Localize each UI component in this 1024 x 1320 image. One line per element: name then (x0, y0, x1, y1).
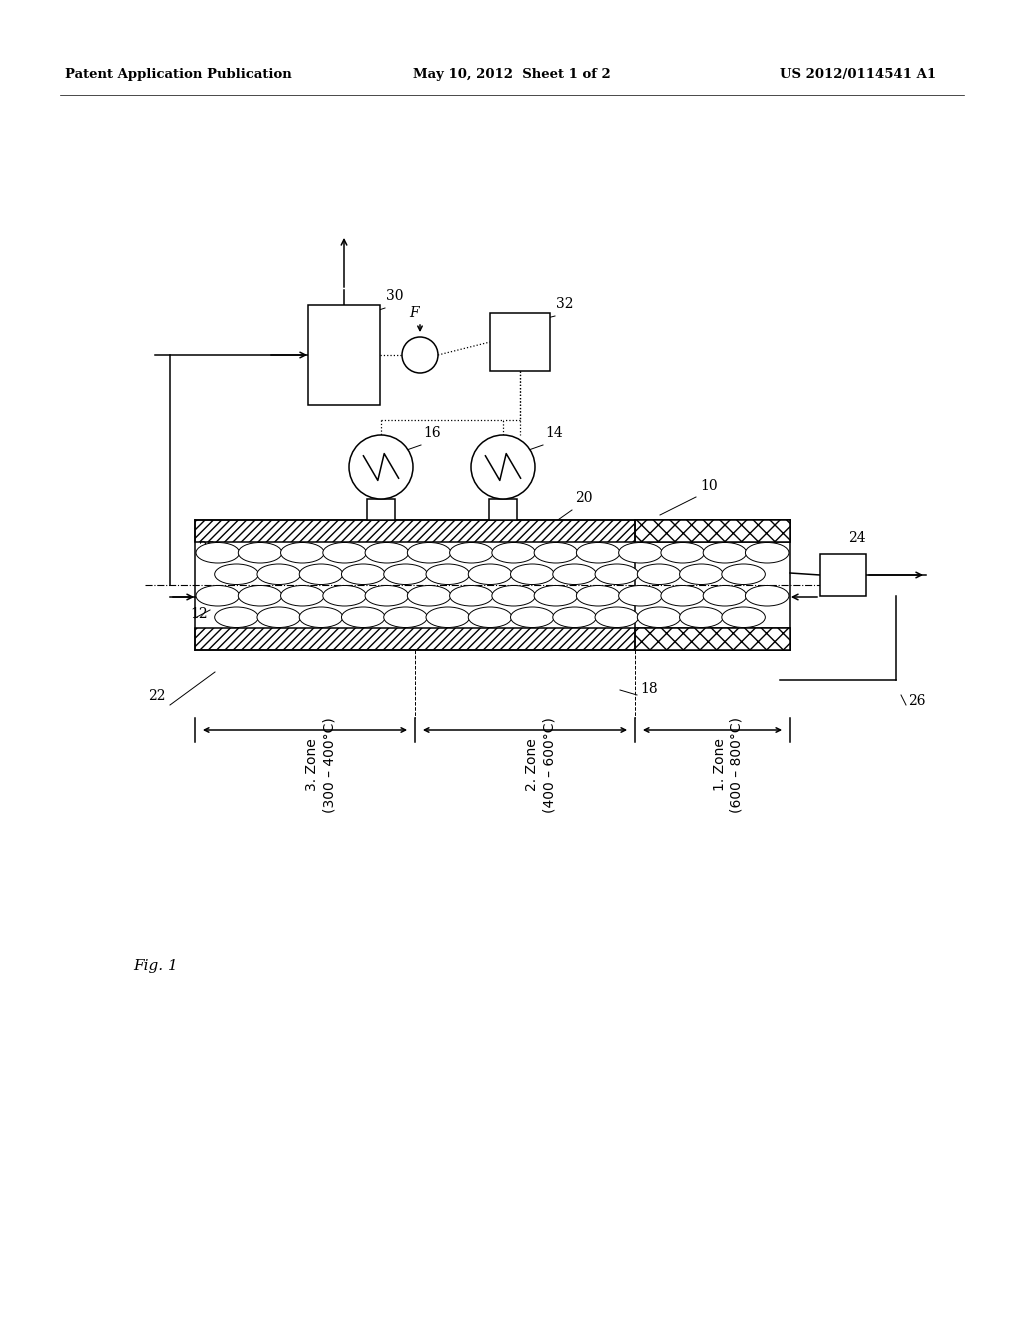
Ellipse shape (577, 543, 620, 564)
Ellipse shape (553, 564, 596, 585)
Text: 2. Zone
(400 – 600°C): 2. Zone (400 – 600°C) (525, 717, 556, 813)
Text: F: F (410, 306, 419, 319)
Text: 10: 10 (700, 479, 718, 492)
Text: Patent Application Publication: Patent Application Publication (65, 69, 292, 81)
Ellipse shape (595, 607, 639, 627)
Ellipse shape (323, 543, 367, 564)
Bar (195, 628, 790, 649)
Text: 14: 14 (545, 426, 563, 440)
Ellipse shape (366, 543, 409, 564)
Ellipse shape (281, 543, 324, 564)
Ellipse shape (257, 607, 300, 627)
Ellipse shape (660, 586, 705, 606)
Ellipse shape (703, 586, 746, 606)
Text: 26: 26 (908, 694, 926, 708)
Ellipse shape (323, 586, 367, 606)
Ellipse shape (680, 564, 723, 585)
Ellipse shape (341, 564, 385, 585)
Circle shape (471, 436, 535, 499)
Ellipse shape (492, 543, 536, 564)
Text: 28: 28 (198, 541, 215, 554)
Bar (490, 313, 550, 371)
Ellipse shape (215, 607, 258, 627)
Text: 16: 16 (423, 426, 440, 440)
Ellipse shape (745, 586, 788, 606)
Ellipse shape (553, 607, 596, 627)
Ellipse shape (660, 543, 705, 564)
Ellipse shape (535, 543, 578, 564)
Ellipse shape (215, 564, 258, 585)
Text: US 2012/0114541 A1: US 2012/0114541 A1 (780, 69, 936, 81)
Bar (635, 520, 790, 543)
Ellipse shape (239, 543, 282, 564)
Ellipse shape (492, 586, 536, 606)
Circle shape (349, 436, 413, 499)
Ellipse shape (299, 607, 343, 627)
Ellipse shape (535, 586, 578, 606)
Ellipse shape (637, 607, 681, 627)
Ellipse shape (450, 543, 494, 564)
Bar (195, 520, 790, 543)
Bar (308, 305, 380, 405)
Ellipse shape (680, 607, 723, 627)
Ellipse shape (408, 543, 451, 564)
Text: May 10, 2012  Sheet 1 of 2: May 10, 2012 Sheet 1 of 2 (413, 69, 611, 81)
Bar (489, 499, 517, 520)
Ellipse shape (384, 607, 427, 627)
Ellipse shape (468, 564, 512, 585)
Ellipse shape (595, 564, 639, 585)
Ellipse shape (408, 586, 451, 606)
Ellipse shape (384, 564, 427, 585)
Text: 22: 22 (148, 689, 166, 704)
Ellipse shape (618, 586, 663, 606)
Ellipse shape (618, 543, 663, 564)
Text: 24: 24 (848, 531, 865, 545)
Ellipse shape (426, 564, 470, 585)
Text: 20: 20 (575, 491, 593, 506)
Ellipse shape (257, 564, 300, 585)
Ellipse shape (745, 543, 788, 564)
Ellipse shape (637, 564, 681, 585)
Text: 18: 18 (640, 682, 657, 696)
Text: 32: 32 (556, 297, 573, 312)
Ellipse shape (468, 607, 512, 627)
Ellipse shape (722, 564, 765, 585)
Ellipse shape (196, 586, 240, 606)
Ellipse shape (426, 607, 470, 627)
Text: 3. Zone
(300 – 400°C): 3. Zone (300 – 400°C) (305, 717, 336, 813)
Ellipse shape (366, 586, 409, 606)
Ellipse shape (299, 564, 343, 585)
Ellipse shape (196, 543, 240, 564)
Ellipse shape (341, 607, 385, 627)
Ellipse shape (239, 586, 282, 606)
Ellipse shape (511, 564, 554, 585)
Ellipse shape (281, 586, 324, 606)
Text: 1. Zone
(600 – 800°C): 1. Zone (600 – 800°C) (713, 717, 743, 813)
Bar (635, 628, 790, 649)
Circle shape (402, 337, 438, 374)
Ellipse shape (722, 607, 765, 627)
Ellipse shape (577, 586, 620, 606)
Ellipse shape (450, 586, 494, 606)
Bar (820, 554, 866, 597)
Text: 12: 12 (190, 607, 208, 620)
Bar (367, 499, 395, 520)
Ellipse shape (511, 607, 554, 627)
Text: Fig. 1: Fig. 1 (133, 960, 178, 973)
Text: 30: 30 (386, 289, 403, 304)
Ellipse shape (703, 543, 746, 564)
